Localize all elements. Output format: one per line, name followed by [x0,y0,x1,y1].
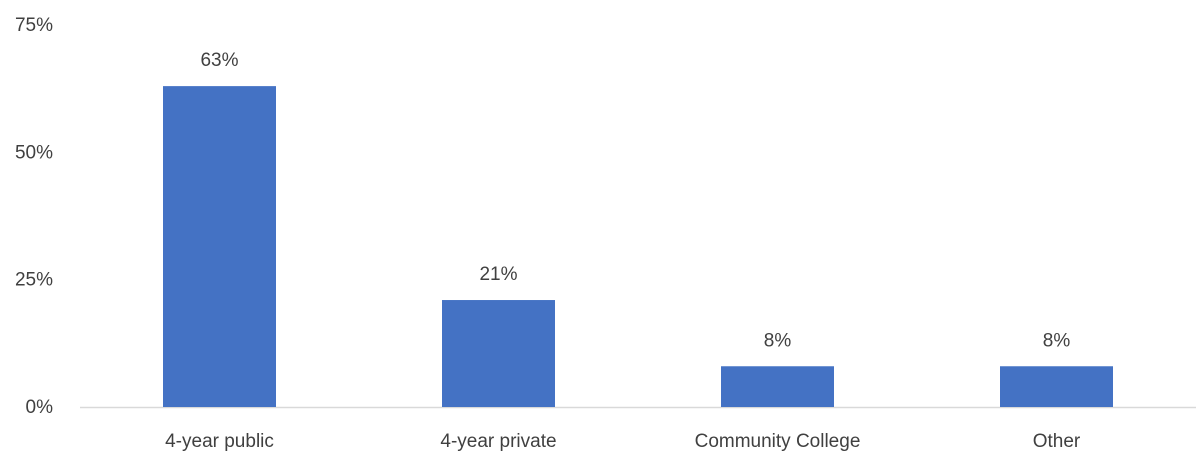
bar [442,300,555,407]
data-labels: 63% 21% 8% 8% [200,50,1070,351]
y-axis-tick-labels: 0% 25% 50% 75% [15,15,53,418]
bar [163,86,276,408]
data-label: 8% [1043,330,1071,351]
y-tick-label: 50% [15,142,53,163]
data-label: 63% [200,50,238,71]
data-label: 8% [764,330,792,351]
y-tick-label: 0% [26,397,54,418]
y-tick-label: 75% [15,15,53,36]
category-label: 4-year public [165,431,274,452]
bars [163,86,1113,408]
x-axis-category-labels: 4-year public 4-year private Community Col… [165,431,1081,452]
category-label: Community College [695,431,861,452]
category-label: Other [1033,431,1081,452]
bar [1000,366,1113,407]
category-label: 4-year private [440,431,556,452]
data-label: 21% [479,264,517,285]
y-tick-label: 25% [15,270,53,291]
bar [721,366,834,407]
